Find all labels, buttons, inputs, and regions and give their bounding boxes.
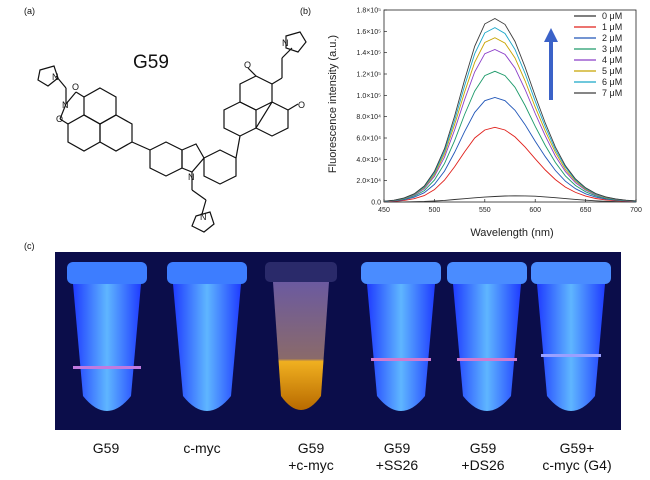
compound-name: G59	[133, 52, 169, 73]
tube-label: G59	[66, 440, 146, 457]
x-tick-label: 600	[529, 207, 541, 214]
series-line	[383, 27, 637, 202]
legend-label: 3 μM	[602, 44, 622, 54]
tube-label-line1: G59	[469, 440, 497, 456]
nitrogen-atom-label: N	[282, 38, 289, 48]
tube-label-line2: +SS26	[375, 457, 419, 473]
plot-frame	[383, 9, 637, 203]
x-tick-label: 550	[479, 207, 491, 214]
legend-label: 5 μM	[602, 66, 622, 76]
legend-label: 0 μM	[602, 11, 622, 21]
tube-label: G59 +SS26	[357, 440, 437, 474]
up-arrow-icon	[544, 28, 558, 42]
series-line	[383, 37, 637, 202]
tube-label-line1: G59	[383, 440, 411, 456]
y-tick-label: 0.0	[371, 200, 381, 207]
tube-3	[265, 262, 337, 410]
y-tick-label: 6.0×10⁴	[356, 136, 381, 143]
x-tick-label: 500	[429, 207, 441, 214]
y-tick-label: 4.0×10⁴	[356, 157, 381, 164]
nitrogen-atom-label: N	[188, 172, 195, 182]
tube-2	[167, 262, 247, 411]
legend-label: 4 μM	[602, 55, 622, 65]
y-axis-title: Fluorescence intensity (a.u.)	[327, 35, 339, 173]
tube-label-line1: G59	[297, 440, 325, 456]
tube-label-line2: c-myc (G4)	[542, 457, 612, 473]
tube-6	[531, 262, 611, 411]
y-tick-label: 8.0×10⁴	[356, 114, 381, 121]
series-line	[383, 126, 637, 203]
tube-label-line1: G59+	[559, 440, 595, 456]
tubes-photo	[55, 252, 621, 430]
series-line	[383, 49, 637, 202]
tube-label: G59+ c-myc (G4)	[537, 440, 617, 474]
legend-label: 2 μM	[602, 33, 622, 43]
tube-label: G59 +c-myc	[271, 440, 351, 474]
series-line	[383, 97, 637, 203]
oxygen-atom-label: O	[56, 114, 63, 124]
oxygen-atom-label: O	[72, 82, 79, 92]
tube-label-line1: G59	[92, 440, 120, 456]
legend-label: 1 μM	[602, 22, 622, 32]
series-line	[383, 70, 637, 202]
y-tick-label: 1.8×10⁵	[356, 8, 381, 15]
tube-label-line2: +DS26	[461, 457, 505, 473]
y-tick-label: 1.0×10⁵	[356, 93, 381, 100]
oxygen-atom-label: O	[298, 100, 305, 110]
tube-5	[447, 262, 527, 411]
tube-label: c-myc	[162, 440, 242, 457]
legend-label: 6 μM	[602, 77, 622, 87]
tube-1	[67, 262, 147, 411]
y-tick-label: 1.6×10⁵	[356, 29, 381, 36]
panel-label-c: (c)	[24, 241, 35, 251]
y-tick-label: 1.2×10⁵	[356, 72, 381, 79]
chart-legend: 0 μM1 μM2 μM3 μM4 μM5 μM6 μM7 μM	[544, 11, 622, 100]
nitrogen-atom-label: N	[62, 100, 69, 110]
nitrogen-atom-label: N	[52, 72, 59, 82]
series-line	[383, 17, 637, 202]
chemical-structure: N O O N N O O N N	[37, 31, 307, 233]
chart-axes: 450 500 550 600 650 700 0.0 2.0×10⁴ 4.0×10⁴ 6.0×1…	[356, 8, 642, 215]
x-tick-label: 650	[580, 207, 592, 214]
legend-label: 7 μM	[602, 88, 622, 98]
oxygen-atom-label: O	[244, 60, 251, 70]
y-tick-label: 2.0×10⁴	[356, 178, 381, 185]
y-tick-label: 1.4×10⁵	[356, 50, 381, 57]
tube-label-line2: +c-myc	[288, 457, 334, 473]
x-tick-label: 700	[630, 207, 642, 214]
panel-label-b: (b)	[300, 6, 311, 16]
nitrogen-atom-label: N	[200, 212, 207, 222]
tube-label: G59 +DS26	[443, 440, 523, 474]
series-line	[384, 195, 637, 203]
fluorescence-chart: 450 500 550 600 650 700 0.0 2.0×10⁴ 4.0×10⁴ 6.0×1…	[327, 8, 642, 240]
x-tick-label: 450	[378, 207, 390, 214]
tube-label-line1: c-myc	[183, 440, 221, 456]
x-axis-title: Wavelength (nm)	[470, 227, 553, 239]
chart-lines	[383, 17, 637, 203]
tube-4	[361, 262, 441, 411]
panel-label-a: (a)	[24, 6, 35, 16]
